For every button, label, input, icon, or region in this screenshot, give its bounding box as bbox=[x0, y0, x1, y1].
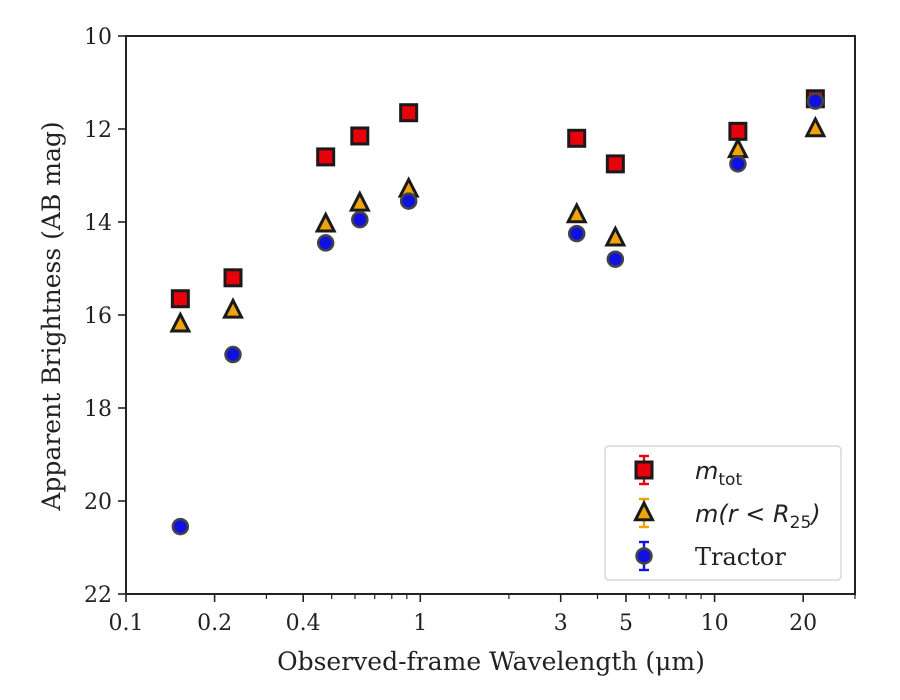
data-point-square bbox=[567, 128, 587, 148]
data-point-triangle bbox=[565, 201, 588, 224]
x-tick-label: 10 bbox=[701, 611, 729, 636]
y-tick-label: 16 bbox=[84, 304, 112, 329]
data-point-circle bbox=[567, 224, 586, 243]
data-point-triangle bbox=[314, 211, 337, 233]
data-point-circle bbox=[224, 345, 242, 364]
legend-marker-square bbox=[634, 460, 654, 480]
legend: mtot m(r < R25) Tractor bbox=[604, 445, 842, 581]
x-tick-label: 0.2 bbox=[197, 611, 232, 636]
y-tick-label: 22 bbox=[84, 583, 112, 608]
x-tick-label: 0.4 bbox=[286, 611, 321, 636]
data-point-square bbox=[223, 268, 243, 288]
series-circle bbox=[171, 92, 825, 536]
x-tick-label: 0.1 bbox=[109, 611, 144, 636]
legend-label: Tractor bbox=[695, 543, 786, 571]
data-point-square bbox=[605, 154, 625, 174]
x-axis-title: Observed-frame Wavelength (μm) bbox=[277, 647, 705, 676]
y-tick-label: 10 bbox=[84, 25, 112, 50]
data-point-square bbox=[170, 289, 190, 309]
data-point-square bbox=[399, 103, 419, 123]
data-point-circle bbox=[399, 192, 418, 210]
series-square bbox=[170, 89, 825, 309]
x-tick-label: 1 bbox=[413, 611, 427, 636]
data-point-triangle bbox=[604, 225, 627, 247]
data-point-square bbox=[316, 147, 336, 167]
x-tick-label: 3 bbox=[554, 611, 568, 636]
x-axis: 0.1 0.2 0.4 1 3 5 10 20 bbox=[109, 594, 856, 636]
legend-label: m(r < R25) bbox=[695, 500, 821, 533]
data-point-circle bbox=[316, 234, 335, 252]
series-triangle bbox=[169, 115, 827, 333]
data-point-circle bbox=[171, 517, 190, 536]
y-tick-label: 12 bbox=[84, 118, 112, 143]
x-tick-label: 20 bbox=[789, 611, 817, 636]
legend-marker-circle bbox=[635, 547, 653, 565]
data-point-triangle bbox=[222, 297, 244, 319]
y-axis-title: Apparent Brightness (AB mag) bbox=[37, 121, 66, 511]
legend-box bbox=[604, 445, 842, 581]
data-point-circle bbox=[806, 92, 825, 110]
y-tick-label: 18 bbox=[84, 397, 112, 422]
data-point-circle bbox=[351, 210, 369, 229]
data-point-circle bbox=[606, 250, 625, 268]
x-tick-label: 5 bbox=[619, 611, 633, 636]
y-axis: 10 12 14 16 18 20 22 bbox=[84, 25, 126, 608]
legend-marker-triangle bbox=[633, 499, 655, 522]
data-point-square bbox=[350, 126, 370, 146]
data-point-triangle bbox=[348, 190, 371, 212]
data-point-triangle bbox=[169, 311, 192, 333]
y-tick-label: 14 bbox=[84, 211, 112, 236]
legend-label: mtot bbox=[695, 457, 742, 490]
data-point-triangle bbox=[804, 115, 827, 138]
data-markers bbox=[169, 89, 827, 536]
data-point-triangle bbox=[726, 136, 749, 159]
y-tick-label: 20 bbox=[84, 490, 112, 515]
data-point-circle bbox=[729, 155, 747, 173]
